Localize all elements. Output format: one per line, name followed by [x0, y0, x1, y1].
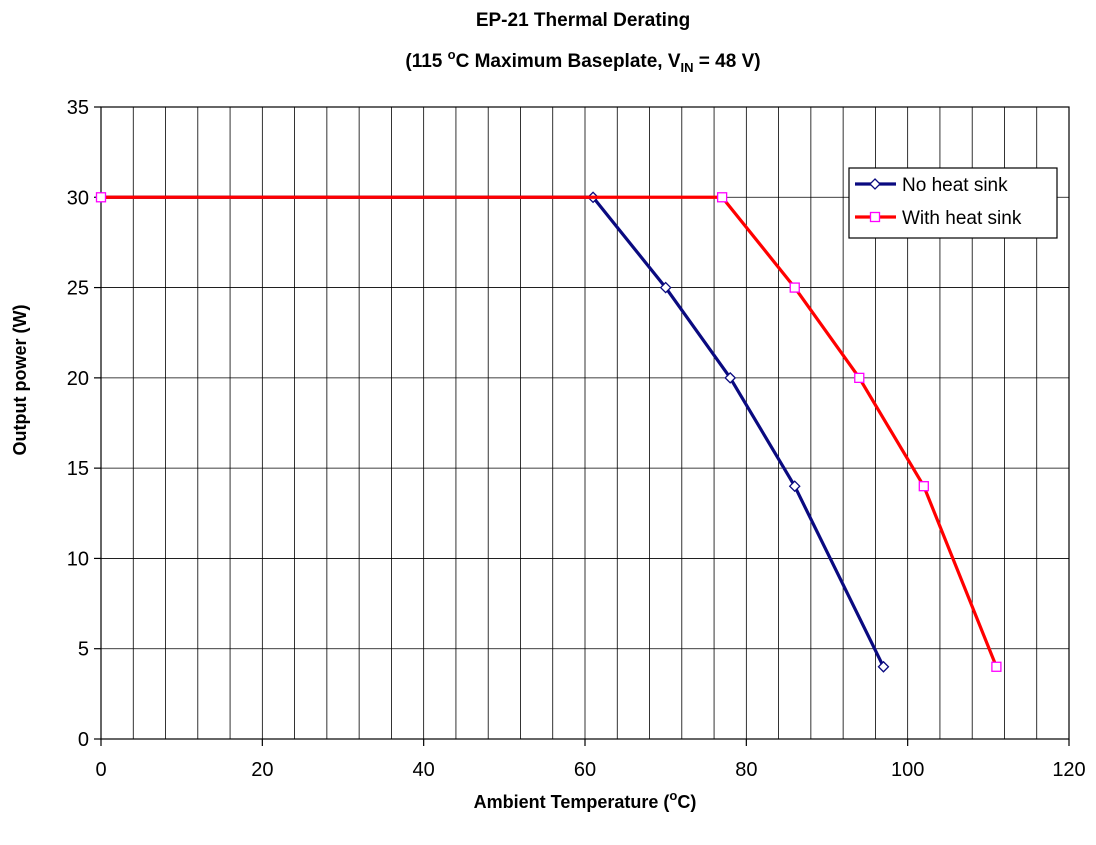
y-tick-label: 0 — [78, 729, 89, 751]
x-axis-title: Ambient Temperature (oC) — [474, 788, 697, 812]
data-point — [918, 481, 929, 492]
x-tick-label: 100 — [891, 759, 924, 781]
subtitle-vin-sub: IN — [681, 60, 694, 75]
data-point — [877, 660, 890, 673]
y-axis-title: Output power (W) — [10, 305, 30, 456]
data-point — [95, 192, 107, 203]
series-0 — [95, 191, 890, 673]
x-tick-label: 120 — [1052, 759, 1085, 781]
y-tick-label: 5 — [78, 639, 89, 661]
legend: No heat sink With heat sink — [848, 167, 1058, 239]
y-tick-label: 15 — [67, 458, 89, 480]
legend-label: With heat sink — [902, 208, 1022, 229]
subtitle-degree-sup: o — [448, 47, 456, 62]
data-point — [854, 372, 865, 384]
legend-label: No heat sink — [902, 175, 1008, 196]
data-point — [724, 371, 737, 384]
chart-subtitle: (115 oC Maximum Baseplate, VIN = 48 V) — [405, 47, 760, 75]
x-tick-label: 80 — [735, 759, 757, 781]
series-line — [101, 195, 885, 668]
y-tick-label: 10 — [67, 548, 89, 570]
y-tick-label: 30 — [67, 187, 89, 209]
legend-marker — [869, 211, 881, 223]
y-tick-label: 20 — [67, 368, 89, 390]
legend-item: No heat sink — [855, 175, 1008, 196]
x-tick-label: 40 — [413, 759, 435, 781]
legend-marker — [869, 178, 881, 190]
grid — [101, 107, 1069, 739]
chart-title: EP-21 Thermal Derating — [476, 10, 690, 31]
x-tick-label: 0 — [95, 759, 106, 781]
data-point — [659, 281, 672, 294]
legend-item: With heat sink — [855, 208, 1022, 229]
series — [95, 191, 1002, 673]
y-tick-label: 25 — [67, 278, 89, 300]
xlabel-degree-sup: o — [669, 788, 677, 803]
data-point — [788, 480, 801, 493]
data-point — [716, 192, 728, 203]
series-line — [101, 195, 998, 668]
data-point — [789, 282, 800, 293]
axis-ticks: 0 20 40 60 80 100 120 0 5 10 15 20 25 30 35 — [67, 97, 1086, 781]
y-tick-label: 35 — [67, 97, 89, 119]
x-tick-label: 20 — [251, 759, 273, 781]
series-1 — [95, 192, 1002, 672]
legend-box — [848, 167, 1058, 239]
x-tick-label: 60 — [574, 759, 596, 781]
data-point — [991, 661, 1002, 672]
